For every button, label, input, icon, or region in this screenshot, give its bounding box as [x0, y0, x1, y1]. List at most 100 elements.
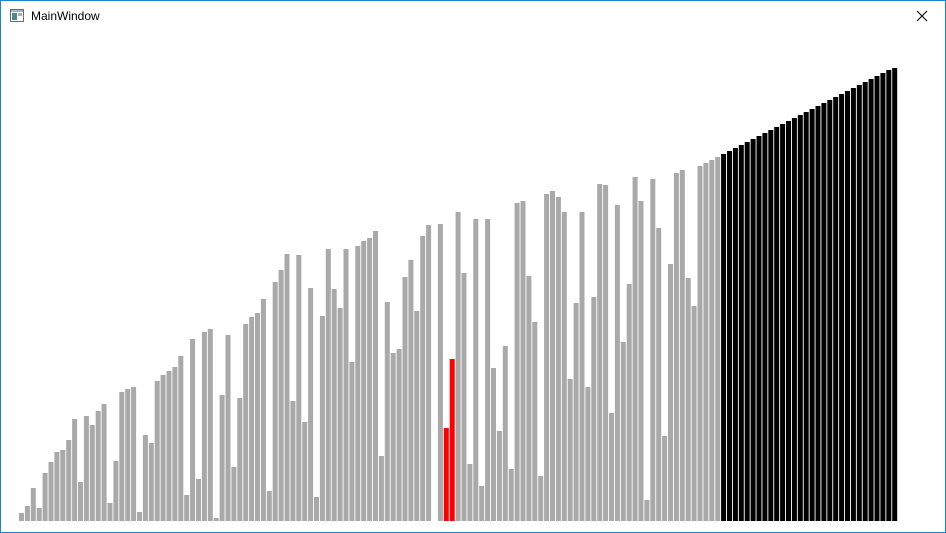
bar-84 — [514, 203, 520, 521]
bar-115 — [697, 166, 703, 521]
bar-33 — [213, 518, 219, 521]
bar-6 — [54, 452, 60, 521]
bar-24 — [160, 375, 166, 521]
bar-81 — [496, 431, 502, 521]
bar-103 — [626, 284, 632, 521]
bar-95 — [579, 212, 585, 521]
bar-65 — [402, 277, 408, 521]
bar-11 — [83, 416, 89, 521]
bar-132 — [797, 115, 803, 521]
bar-44 — [278, 270, 284, 521]
bar-144 — [868, 79, 874, 521]
bar-1 — [24, 506, 30, 521]
bar-79 — [485, 219, 491, 521]
bar-135 — [815, 106, 821, 521]
bar-56 — [349, 362, 355, 521]
bar-93 — [567, 379, 573, 521]
bar-109 — [662, 436, 668, 521]
bar-111 — [673, 173, 679, 521]
bar-53 — [331, 289, 337, 521]
bar-35 — [225, 335, 231, 521]
bar-55 — [343, 249, 349, 521]
bar-31 — [201, 332, 207, 521]
bar-124 — [750, 139, 756, 521]
bar-86 — [526, 276, 532, 521]
bar-52 — [325, 249, 331, 521]
window-app-icon — [10, 9, 24, 22]
bar-25 — [166, 371, 172, 521]
bar-8 — [66, 440, 72, 521]
bar-49 — [308, 288, 314, 521]
bar-126 — [762, 133, 768, 521]
bar-101 — [614, 205, 620, 521]
bar-15 — [107, 503, 113, 521]
bar-42 — [266, 491, 272, 521]
bar-73 — [449, 359, 455, 521]
bar-131 — [791, 118, 797, 521]
bar-138 — [833, 97, 839, 521]
bar-69 — [426, 225, 432, 521]
bar-5 — [48, 462, 54, 521]
bar-47 — [296, 255, 302, 521]
bar-143 — [862, 82, 868, 521]
bar-123 — [744, 142, 750, 521]
bar-20 — [137, 512, 142, 521]
bar-128 — [774, 127, 780, 521]
bar-36 — [231, 467, 237, 521]
bar-30 — [196, 479, 201, 521]
bar-9 — [72, 419, 78, 521]
bar-64 — [396, 349, 402, 521]
bar-134 — [809, 109, 815, 521]
bar-60 — [373, 231, 378, 521]
bar-41 — [260, 299, 266, 521]
bar-7 — [60, 450, 66, 521]
bar-77 — [473, 219, 479, 521]
bar-75 — [461, 273, 467, 521]
bar-3 — [36, 508, 42, 521]
bar-16 — [113, 461, 119, 521]
bar-94 — [573, 303, 579, 521]
bar-116 — [703, 163, 709, 521]
bar-147 — [886, 70, 892, 521]
bar-136 — [821, 103, 827, 521]
bar-17 — [119, 392, 125, 521]
bar-61 — [378, 456, 384, 521]
bar-87 — [532, 322, 538, 521]
bar-92 — [561, 212, 567, 521]
bar-34 — [219, 395, 225, 521]
sort-visualization — [19, 68, 898, 521]
bar-80 — [491, 368, 496, 521]
bar-118 — [715, 157, 721, 521]
bar-45 — [284, 254, 290, 521]
bar-78 — [479, 486, 485, 521]
bar-13 — [95, 411, 101, 521]
bar-96 — [585, 387, 591, 521]
bar-137 — [827, 100, 833, 521]
bar-43 — [272, 282, 278, 521]
bar-10 — [78, 482, 83, 521]
bar-108 — [656, 228, 662, 521]
bar-14 — [101, 404, 107, 521]
bar-104 — [632, 177, 638, 521]
bar-145 — [874, 76, 880, 521]
bar-88 — [538, 476, 544, 521]
bar-90 — [550, 191, 555, 521]
bar-122 — [738, 145, 744, 521]
title-bar[interactable]: MainWindow — [1, 1, 945, 31]
bar-139 — [839, 94, 845, 521]
bar-99 — [603, 185, 609, 521]
bar-110 — [668, 264, 673, 521]
close-icon — [916, 10, 928, 22]
bar-98 — [597, 184, 603, 521]
bar-107 — [650, 179, 656, 521]
bar-66 — [408, 260, 414, 521]
bar-26 — [172, 367, 178, 521]
bar-63 — [390, 353, 396, 521]
bar-120 — [727, 151, 732, 521]
bar-51 — [319, 316, 325, 521]
bar-28 — [184, 495, 190, 521]
bar-112 — [679, 170, 685, 521]
bar-148 — [892, 68, 898, 521]
close-button[interactable] — [899, 1, 945, 31]
bar-105 — [638, 201, 644, 521]
